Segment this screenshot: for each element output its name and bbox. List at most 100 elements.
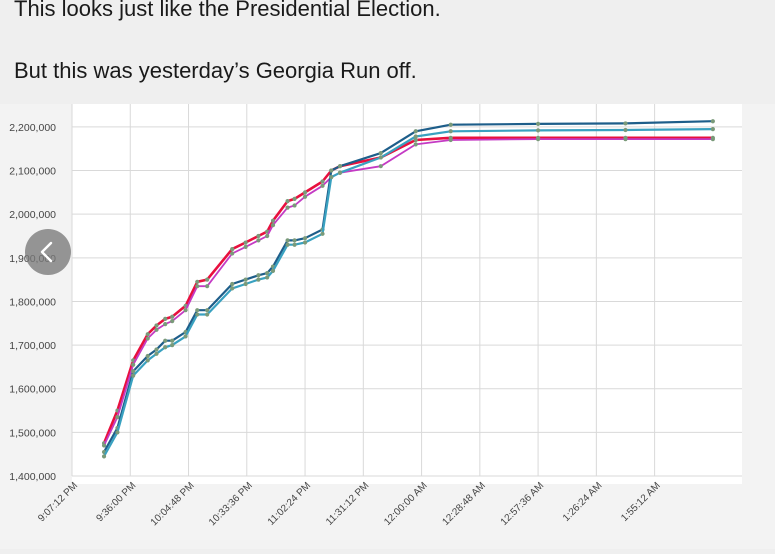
data-point bbox=[154, 327, 159, 332]
line-chart: 1,400,000 1,500,000 1,600,000 1,700,000 1,80… bbox=[9, 104, 742, 528]
data-point bbox=[170, 318, 175, 324]
x-tick-label: 10:04:48 PM bbox=[149, 480, 197, 528]
data-point bbox=[256, 233, 261, 239]
data-point bbox=[243, 277, 248, 282]
data-point bbox=[378, 164, 383, 169]
data-point bbox=[256, 277, 261, 282]
data-point bbox=[448, 137, 453, 143]
data-point bbox=[265, 275, 270, 280]
data-point bbox=[413, 142, 418, 147]
y-tick-label: 2,100,000 bbox=[9, 166, 56, 178]
data-point bbox=[115, 414, 120, 420]
x-tick-label: 12:57:36 AM bbox=[499, 480, 546, 527]
x-tick-label: 9:36:00 PM bbox=[94, 480, 138, 524]
data-point bbox=[154, 347, 159, 352]
data-point bbox=[535, 128, 541, 133]
data-point bbox=[256, 238, 261, 243]
data-point bbox=[448, 122, 453, 127]
data-point bbox=[413, 134, 418, 139]
data-point bbox=[329, 174, 334, 180]
data-point bbox=[230, 246, 235, 252]
data-point bbox=[115, 430, 120, 435]
data-point bbox=[302, 236, 308, 241]
data-point bbox=[170, 314, 175, 319]
chart-image-panel: 1,400,000 1,500,000 1,600,000 1,700,000 1,80… bbox=[0, 104, 775, 549]
data-point bbox=[183, 334, 188, 339]
data-point bbox=[270, 218, 276, 223]
data-point bbox=[145, 332, 150, 337]
data-point bbox=[170, 338, 175, 343]
data-point bbox=[131, 362, 136, 367]
data-point bbox=[285, 242, 290, 247]
data-point bbox=[535, 121, 541, 126]
data-point bbox=[623, 137, 628, 142]
data-point bbox=[230, 281, 235, 287]
data-point bbox=[285, 198, 290, 204]
data-point bbox=[302, 194, 308, 199]
y-tick-label: 2,000,000 bbox=[9, 209, 56, 221]
data-point bbox=[145, 353, 150, 359]
data-point bbox=[163, 338, 168, 343]
data-point bbox=[145, 358, 150, 363]
x-tick-label: 11:31:12 PM bbox=[324, 480, 371, 527]
data-point bbox=[292, 238, 297, 243]
back-button[interactable] bbox=[25, 229, 71, 275]
data-point bbox=[205, 284, 210, 289]
data-point bbox=[230, 286, 235, 291]
plot-area bbox=[72, 104, 742, 484]
data-point bbox=[205, 277, 210, 282]
data-point bbox=[101, 443, 107, 448]
x-axis: 9:07:12 PM 9:36:00 PM 10:04:48 PM 10:33:36 … bbox=[36, 480, 663, 528]
data-point bbox=[448, 129, 453, 134]
data-point bbox=[163, 322, 168, 327]
data-point bbox=[535, 137, 541, 142]
data-point bbox=[265, 270, 270, 276]
data-point bbox=[195, 279, 200, 284]
x-tick-label: 12:28:48 AM bbox=[440, 480, 487, 527]
data-point bbox=[183, 308, 188, 313]
data-point bbox=[302, 240, 308, 245]
data-point bbox=[243, 281, 248, 287]
data-point bbox=[623, 121, 628, 126]
data-point bbox=[285, 238, 290, 243]
data-point bbox=[195, 284, 200, 289]
data-point bbox=[292, 242, 297, 247]
x-tick-label: 12:00:00 AM bbox=[382, 480, 429, 527]
y-tick-label: 1,500,000 bbox=[9, 427, 56, 439]
data-point bbox=[378, 155, 383, 160]
chevron-left-icon bbox=[40, 241, 53, 263]
x-tick-label: 10:33:36 PM bbox=[207, 480, 255, 528]
data-point bbox=[285, 205, 290, 210]
data-point bbox=[230, 251, 235, 256]
data-point bbox=[265, 233, 270, 239]
data-point bbox=[320, 231, 325, 236]
data-point bbox=[243, 244, 248, 250]
y-axis: 1,400,000 1,500,000 1,600,000 1,700,000 1,80… bbox=[9, 122, 56, 483]
data-point bbox=[205, 308, 210, 313]
data-point bbox=[270, 222, 276, 228]
grid bbox=[71, 104, 742, 477]
data-point bbox=[710, 126, 715, 132]
data-point bbox=[292, 203, 297, 208]
x-tick-label: 1:55:12 AM bbox=[619, 480, 663, 524]
data-point bbox=[154, 323, 159, 328]
data-point bbox=[154, 351, 159, 356]
data-point bbox=[195, 312, 200, 317]
x-tick-label: 11:02:24 PM bbox=[266, 480, 313, 527]
series-teal bbox=[101, 119, 715, 455]
post-line-2: But this was yesterday’s Georgia Run off… bbox=[14, 58, 417, 83]
data-point bbox=[378, 150, 383, 156]
data-point bbox=[320, 179, 325, 184]
data-point bbox=[329, 168, 334, 173]
data-point bbox=[413, 137, 418, 143]
data-point bbox=[163, 316, 168, 322]
data-point bbox=[163, 345, 168, 350]
data-point bbox=[131, 369, 136, 374]
data-point bbox=[623, 127, 628, 133]
series-red bbox=[101, 135, 715, 446]
data-point bbox=[195, 308, 200, 313]
series-cyan bbox=[101, 126, 715, 459]
data-point bbox=[270, 268, 276, 274]
data-point bbox=[710, 119, 715, 124]
x-tick-label: 1:26:24 AM bbox=[561, 480, 605, 524]
